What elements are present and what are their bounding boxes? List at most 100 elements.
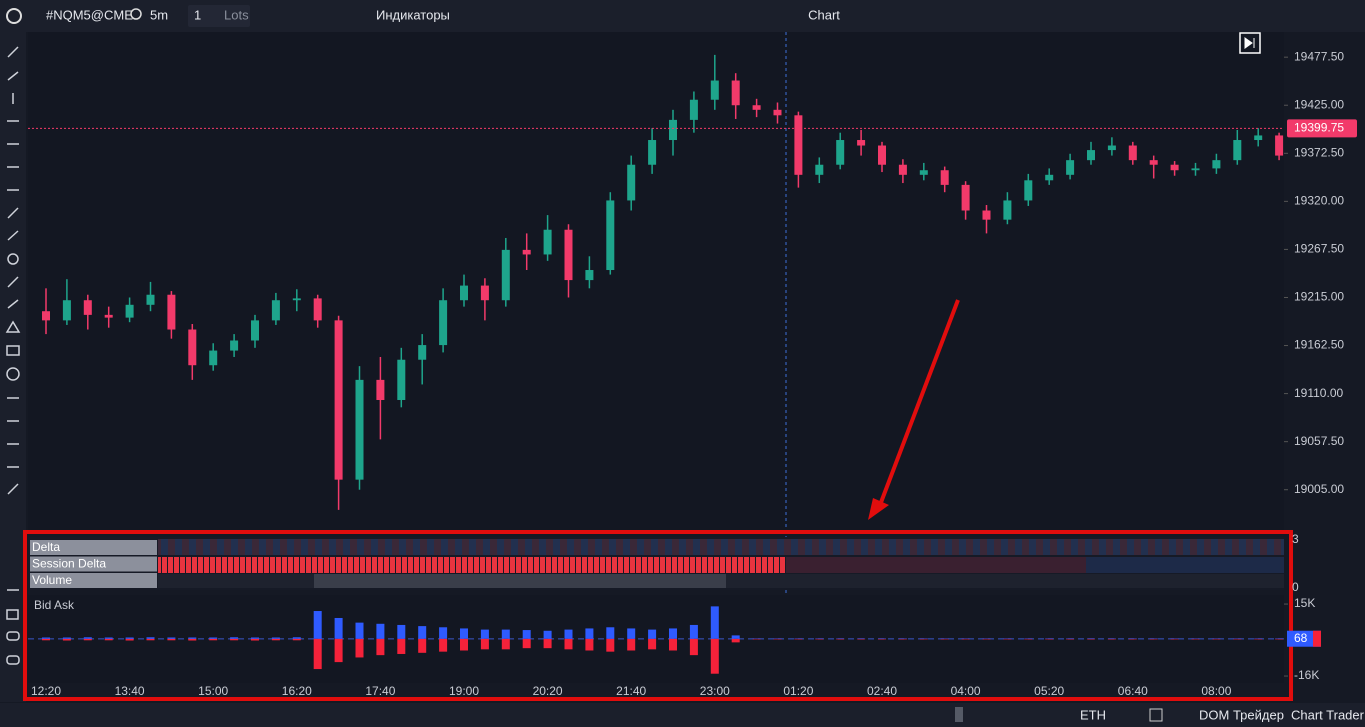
candle-body (1170, 164, 1179, 171)
bid-ask-bar (83, 637, 92, 639)
indicator-label: Delta (32, 540, 60, 554)
bid-ask-bar (355, 622, 364, 639)
x-tick-label: 15:00 (198, 684, 228, 698)
candle-body (522, 249, 531, 255)
candle-body (418, 345, 427, 360)
bid-ask-bar (648, 629, 657, 639)
bid-ask-bar (167, 637, 176, 639)
search-icon[interactable] (130, 8, 142, 20)
y-tick-label: 15K (1294, 596, 1315, 610)
candle-body (1233, 140, 1242, 161)
candle-body (62, 300, 71, 321)
bid-ask-bar (418, 638, 427, 653)
candle-body (1066, 160, 1075, 175)
x-tick-label: 06:40 (1118, 684, 1148, 698)
bid-ask-bar (188, 638, 197, 641)
session-selector[interactable]: ETH (1080, 707, 1106, 722)
candle-body (209, 350, 218, 366)
scroll-to-end[interactable] (1239, 32, 1261, 54)
bid-ask-bar (480, 629, 489, 639)
indicator-label-bg (30, 573, 157, 588)
last-price-label: 19399.75 (1294, 121, 1344, 135)
calendar-icon[interactable] (1149, 708, 1163, 722)
candle-body (627, 164, 636, 201)
y-tick-label: -16K (1294, 668, 1319, 682)
bid-ask-bar (188, 637, 197, 639)
indicator-axis-label: 0 (1292, 580, 1299, 594)
bid-ask-bar (564, 629, 573, 639)
bid-ask-bar (439, 638, 448, 652)
bid-ask-bar (292, 638, 301, 641)
candle-body (397, 359, 406, 401)
candle-body (355, 379, 364, 480)
last-price-tag (1287, 119, 1357, 138)
candle-body (167, 294, 176, 330)
bid-ask-bar (627, 638, 636, 651)
bid-ask-bar (104, 638, 113, 641)
candle-body (230, 340, 239, 351)
bid-ask-bar (167, 638, 176, 641)
candle-body (606, 200, 615, 271)
candle-body (982, 210, 991, 220)
bid-ask-bar (62, 638, 71, 641)
y-tick-label: 19267.50 (1294, 242, 1344, 256)
candle-body (1024, 180, 1033, 201)
panel-title: Bid Ask (34, 598, 75, 612)
x-tick-label: 12:20 (31, 684, 61, 698)
bid-ask-bar (83, 638, 92, 641)
bid-ask-bar (480, 638, 489, 650)
candle-body (585, 270, 594, 281)
y-tick-label: 19372.50 (1294, 145, 1344, 159)
delta-row (158, 539, 1284, 555)
candle-body (83, 300, 92, 315)
bid-ask-bar (271, 638, 280, 641)
timeframe[interactable]: 5m (150, 7, 168, 22)
bid-ask-bar (669, 628, 677, 639)
y-tick-label: 19425.00 (1294, 97, 1344, 111)
bid-ask-bar (731, 638, 740, 643)
candle-body (1087, 150, 1095, 161)
bid-ask-bar (397, 624, 406, 639)
candle-body (919, 170, 928, 175)
session-delta-row-fade (786, 557, 1086, 573)
candle-body (125, 304, 134, 318)
candle-body (794, 115, 803, 175)
quantity-box[interactable] (188, 5, 250, 27)
candle-body (42, 311, 50, 321)
quantity[interactable]: 1 (194, 7, 201, 22)
bid-ask-bar (376, 623, 385, 639)
candle-body (188, 329, 197, 366)
candle-body (1191, 168, 1200, 171)
dom-button[interactable]: DOM Трейдер (1199, 707, 1284, 722)
bid-ask-bar (355, 638, 364, 658)
bid-ask-bar (585, 638, 594, 651)
last-value-tag (1287, 630, 1321, 647)
bid-ask-bar (334, 617, 343, 639)
candle-body (857, 140, 866, 146)
chart-area[interactable] (28, 32, 1284, 530)
chart-trader-button[interactable]: Chart Trader (1291, 707, 1365, 722)
bid-ask-bar (146, 637, 155, 639)
drawing-toolbar (0, 32, 26, 702)
bid-ask-bar (62, 637, 71, 639)
last-value-label: 68 (1294, 631, 1308, 645)
bid-ask-bar (146, 638, 155, 641)
bid-ask-bar (397, 638, 406, 654)
candle-body (1128, 145, 1137, 161)
volume-row-hot (314, 574, 726, 588)
indicators-button[interactable]: Индикаторы (376, 7, 450, 22)
symbol[interactable]: #NQM5@CME (46, 7, 133, 22)
candle-body (292, 298, 301, 301)
scrollbar-thumb[interactable] (955, 707, 963, 722)
bid-ask-bar (501, 629, 510, 639)
candle-body (480, 285, 489, 301)
arrow-head (868, 498, 889, 520)
unit: Lots (224, 7, 249, 22)
x-tick-label: 04:00 (951, 684, 981, 698)
x-tick-label: 01:20 (783, 684, 813, 698)
candle-body (1107, 145, 1116, 151)
bid-ask-bar (418, 626, 427, 639)
bid-ask-bar (543, 638, 552, 649)
tool-icons[interactable] (5, 46, 21, 665)
